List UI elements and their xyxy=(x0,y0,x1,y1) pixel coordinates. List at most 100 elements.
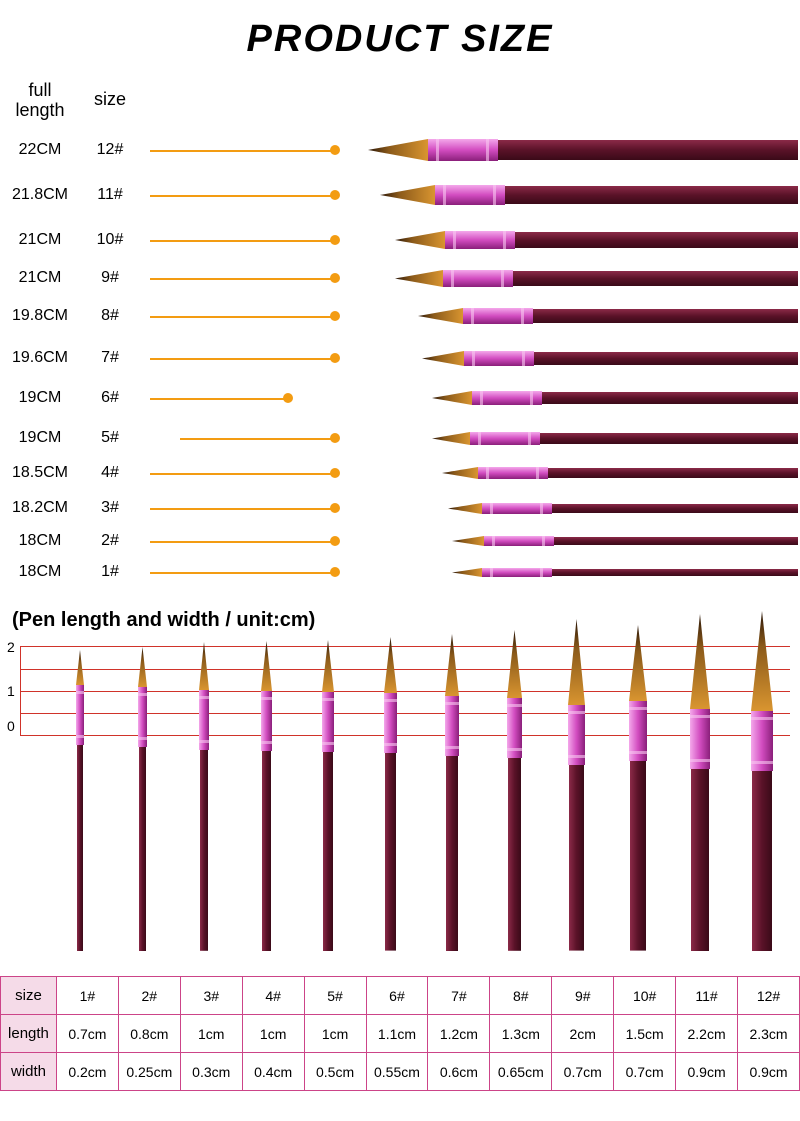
bottom-brush-diagram: 0 1 2 xyxy=(0,636,800,1096)
brush-icon xyxy=(448,497,798,519)
table-row-size: size 1#2#3#4#5#6#7#8#9#10#11#12# xyxy=(1,977,800,1015)
brush-row: 19CM 5# xyxy=(0,419,800,457)
full-length-value: 19CM xyxy=(0,389,80,407)
vertical-brush-icon xyxy=(320,640,336,951)
table-cell: 7# xyxy=(428,977,490,1015)
full-length-value: 21CM xyxy=(0,269,80,287)
table-cell: 0.25cm xyxy=(118,1053,180,1091)
table-row-length: length 0.7cm0.8cm1cm1cm1cm1.1cm1.2cm1.3c… xyxy=(1,1015,800,1053)
size-value: 12# xyxy=(80,141,140,159)
brush-icon xyxy=(442,462,798,484)
vertical-brush-icon xyxy=(688,614,712,951)
table-cell: 0.7cm xyxy=(552,1053,614,1091)
full-length-value: 19.6CM xyxy=(0,349,80,367)
vertical-brush-icon xyxy=(197,642,211,951)
row-header-length: length xyxy=(1,1015,57,1053)
brush-row: 21CM 10# xyxy=(0,221,800,259)
table-cell: 0.65cm xyxy=(490,1053,552,1091)
brush-row: 22CM 12# xyxy=(0,131,800,169)
brush-icon xyxy=(368,139,798,161)
brush-row: 18.5CM 4# xyxy=(0,454,800,492)
brush-icon xyxy=(380,184,798,206)
vertical-brush-icon xyxy=(74,650,86,951)
header-size: size xyxy=(80,81,140,121)
axis-tick-2: 2 xyxy=(7,639,15,655)
table-cell: 0.7cm xyxy=(614,1053,676,1091)
table-cell: 1cm xyxy=(304,1015,366,1053)
table-cell: 2.3cm xyxy=(738,1015,800,1053)
size-value: 5# xyxy=(80,429,140,447)
brush-icon xyxy=(432,387,798,409)
column-headers: fulllength size xyxy=(0,81,140,121)
brush-icon xyxy=(395,267,798,289)
table-cell: 1cm xyxy=(180,1015,242,1053)
table-cell: 4# xyxy=(242,977,304,1015)
table-cell: 0.5cm xyxy=(304,1053,366,1091)
vertical-brush-icon xyxy=(443,634,461,951)
brush-icon xyxy=(432,427,798,449)
full-length-value: 18.2CM xyxy=(0,499,80,517)
vertical-brush-icon xyxy=(505,630,524,951)
table-cell: 9# xyxy=(552,977,614,1015)
full-length-value: 21CM xyxy=(0,231,80,249)
size-value: 10# xyxy=(80,231,140,249)
full-length-value: 18.5CM xyxy=(0,464,80,482)
full-length-value: 19.8CM xyxy=(0,307,80,325)
table-cell: 10# xyxy=(614,977,676,1015)
table-cell: 1.5cm xyxy=(614,1015,676,1053)
table-cell: 2# xyxy=(118,977,180,1015)
table-cell: 8# xyxy=(490,977,552,1015)
full-length-value: 19CM xyxy=(0,429,80,447)
table-cell: 6# xyxy=(366,977,428,1015)
full-length-value: 18CM xyxy=(0,532,80,550)
table-row-width: width 0.2cm0.25cm0.3cm0.4cm0.5cm0.55cm0.… xyxy=(1,1053,800,1091)
row-header-width: width xyxy=(1,1053,57,1091)
size-value: 8# xyxy=(80,307,140,325)
top-brush-diagram: fulllength size 22CM 12# 21.8CM 11# xyxy=(0,81,800,601)
subtitle: (Pen length and width / unit:cm) xyxy=(0,601,800,636)
header-full-length: fulllength xyxy=(0,81,80,121)
full-length-value: 21.8CM xyxy=(0,186,80,204)
vertical-brush-icon xyxy=(259,641,274,951)
vertical-brush-icon xyxy=(627,625,649,951)
size-value: 4# xyxy=(80,464,140,482)
table-cell: 0.55cm xyxy=(366,1053,428,1091)
size-value: 6# xyxy=(80,389,140,407)
full-length-value: 22CM xyxy=(0,141,80,159)
table-cell: 0.8cm xyxy=(118,1015,180,1053)
brush-icon xyxy=(395,229,798,251)
table-cell: 1cm xyxy=(242,1015,304,1053)
size-value: 7# xyxy=(80,349,140,367)
vertical-brush-icon xyxy=(749,611,775,951)
brush-icon xyxy=(452,561,798,583)
size-value: 9# xyxy=(80,269,140,287)
table-cell: 0.3cm xyxy=(180,1053,242,1091)
table-cell: 0.9cm xyxy=(676,1053,738,1091)
table-cell: 12# xyxy=(738,977,800,1015)
spec-table: size 1#2#3#4#5#6#7#8#9#10#11#12# length … xyxy=(0,976,800,1091)
vertical-brush-icon xyxy=(566,619,587,951)
table-cell: 1.3cm xyxy=(490,1015,552,1053)
brush-row: 19.6CM 7# xyxy=(0,339,800,377)
size-value: 3# xyxy=(80,499,140,517)
table-cell: 2.2cm xyxy=(676,1015,738,1053)
table-cell: 3# xyxy=(180,977,242,1015)
brush-icon xyxy=(418,305,798,327)
table-cell: 5# xyxy=(304,977,366,1015)
brush-row: 18CM 1# xyxy=(0,553,800,591)
table-cell: 0.2cm xyxy=(56,1053,118,1091)
axis-tick-0: 0 xyxy=(7,718,15,734)
brush-row: 21.8CM 11# xyxy=(0,176,800,214)
brush-icon xyxy=(422,347,798,369)
size-value: 2# xyxy=(80,532,140,550)
table-cell: 1# xyxy=(56,977,118,1015)
brush-row: 19.8CM 8# xyxy=(0,297,800,335)
size-value: 1# xyxy=(80,563,140,581)
vertical-brush-icon xyxy=(136,647,149,951)
full-length-value: 18CM xyxy=(0,563,80,581)
vertical-brush-icon xyxy=(382,637,399,951)
table-cell: 1.1cm xyxy=(366,1015,428,1053)
brush-row: 21CM 9# xyxy=(0,259,800,297)
row-header-size: size xyxy=(1,977,57,1015)
table-cell: 11# xyxy=(676,977,738,1015)
